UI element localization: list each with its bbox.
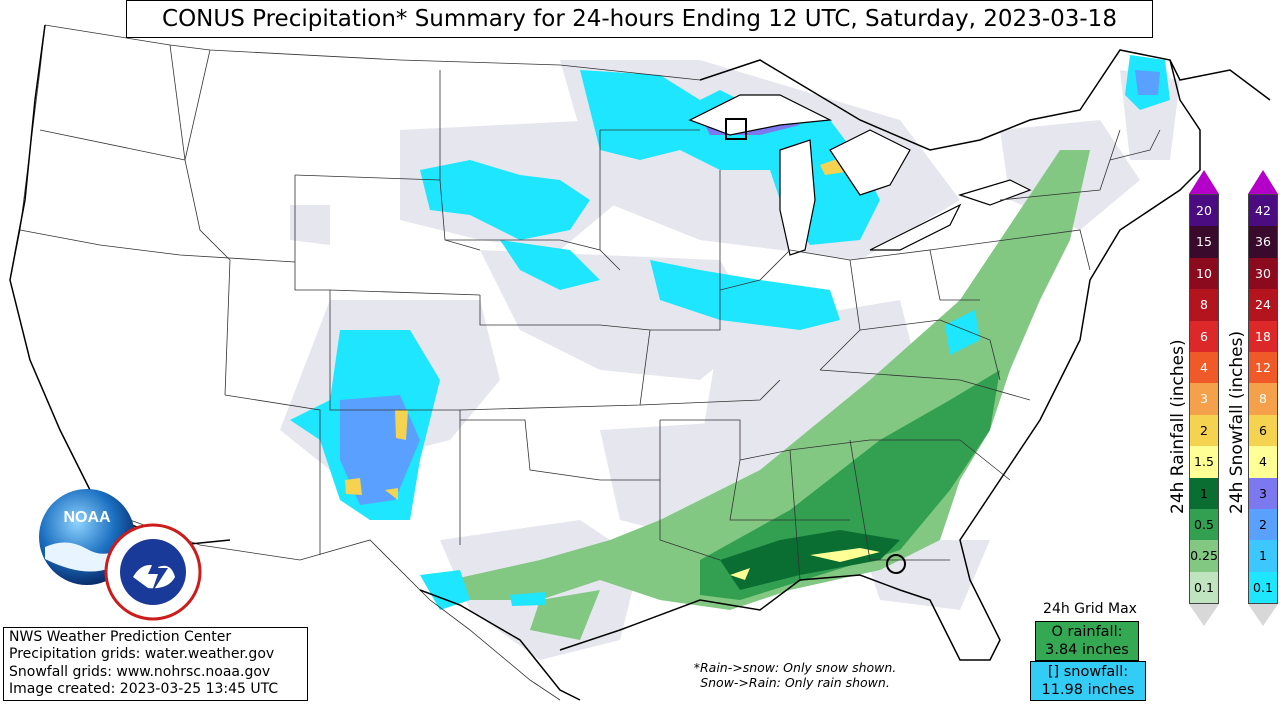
rainfall-legend-level: 0.5 xyxy=(1190,508,1218,541)
grid-max-snow-value: 11.98 inches xyxy=(1041,682,1135,698)
rainfall-legend-level: 1 xyxy=(1190,477,1218,509)
rainfall-legend-level: 0.25 xyxy=(1190,540,1218,572)
rainfall-max-marker xyxy=(886,554,906,574)
map-title: CONUS Precipitation* Summary for 24-hour… xyxy=(126,0,1153,38)
credits-line: Precipitation grids: water.weather.gov xyxy=(9,646,275,663)
rainfall-legend: 20 15 10 8 6 4 3 2 1.5 1 0.5 0.25 0.1 xyxy=(1189,170,1219,627)
nws-logo xyxy=(104,523,202,621)
rainfall-legend-level: 15 xyxy=(1190,226,1218,258)
note-line: Snow->Rain: Only rain shown. xyxy=(700,675,890,690)
legend-top-arrow xyxy=(1248,170,1278,194)
snowfall-legend-level: 30 xyxy=(1249,257,1277,290)
snowfall-legend-level: 36 xyxy=(1249,226,1277,258)
rainfall-legend-level: 0.1 xyxy=(1190,571,1218,604)
snowfall-legend-level: 0.1 xyxy=(1249,571,1277,604)
rainfall-legend-level: 4 xyxy=(1190,351,1218,384)
rainfall-legend-level: 8 xyxy=(1190,289,1218,321)
grid-max-snowfall: [] snowfall: 11.98 inches xyxy=(1030,661,1146,701)
grid-max-snow-label: [] snowfall: xyxy=(1047,664,1129,680)
rainfall-legend-level: 20 xyxy=(1190,195,1218,227)
snowfall-legend-cells: 42 36 30 24 18 12 8 6 4 3 2 1 0.1 xyxy=(1248,194,1278,605)
snowfall-legend: 42 36 30 24 18 12 8 6 4 3 2 1 0.1 xyxy=(1248,170,1278,627)
rainfall-legend-level: 3 xyxy=(1190,383,1218,415)
snowfall-legend-level: 24 xyxy=(1249,289,1277,321)
credits-box: NWS Weather Prediction Center Precipitat… xyxy=(3,627,308,701)
grid-max-rainfall: O rainfall: 3.84 inches xyxy=(1035,621,1139,661)
rainfall-legend-level: 1.5 xyxy=(1190,446,1218,478)
snowfall-legend-level: 1 xyxy=(1249,540,1277,572)
legend-bottom-arrow xyxy=(1189,604,1219,627)
snowfall-legend-label: 24h Snowfall (inches) xyxy=(1227,330,1247,514)
rainfall-legend-label: 24h Rainfall (inches) xyxy=(1168,339,1188,514)
rain-snow-note: *Rain->snow: Only snow shown. Snow->Rain… xyxy=(660,660,930,690)
snowfall-legend-level: 18 xyxy=(1249,320,1277,352)
grid-max-title: 24h Grid Max xyxy=(1043,601,1137,617)
grid-max-rain-value: 3.84 inches xyxy=(1045,642,1129,658)
snowfall-legend-level: 42 xyxy=(1249,195,1277,227)
snowfall-legend-level: 3 xyxy=(1249,477,1277,509)
snowfall-legend-level: 2 xyxy=(1249,508,1277,541)
rainfall-legend-level: 6 xyxy=(1190,320,1218,352)
legend-bottom-arrow xyxy=(1248,604,1278,627)
credits-line: Image created: 2023-03-25 13:45 UTC xyxy=(9,681,279,698)
noaa-logo-text: NOAA xyxy=(63,509,111,526)
rainfall-legend-level: 10 xyxy=(1190,257,1218,290)
coastline xyxy=(9,24,1271,701)
rain-areas xyxy=(450,150,1090,640)
snowfall-legend-level: 8 xyxy=(1249,383,1277,415)
snowfall-legend-level: 12 xyxy=(1249,351,1277,384)
great-lakes xyxy=(688,94,1032,256)
rainfall-legend-level: 2 xyxy=(1190,414,1218,447)
snowfall-max-marker xyxy=(725,118,747,140)
credits-line: Snowfall grids: www.nohrsc.noaa.gov xyxy=(9,663,271,680)
legend-top-arrow xyxy=(1189,170,1219,194)
rainfall-legend-cells: 20 15 10 8 6 4 3 2 1.5 1 0.5 0.25 0.1 xyxy=(1189,194,1219,605)
note-line: *Rain->snow: Only snow shown. xyxy=(693,660,897,675)
credits-line: NWS Weather Prediction Center xyxy=(9,629,232,645)
snowfall-legend-level: 6 xyxy=(1249,414,1277,447)
grid-max-rain-label: O rainfall: xyxy=(1051,624,1123,640)
snowfall-legend-level: 4 xyxy=(1249,446,1277,478)
